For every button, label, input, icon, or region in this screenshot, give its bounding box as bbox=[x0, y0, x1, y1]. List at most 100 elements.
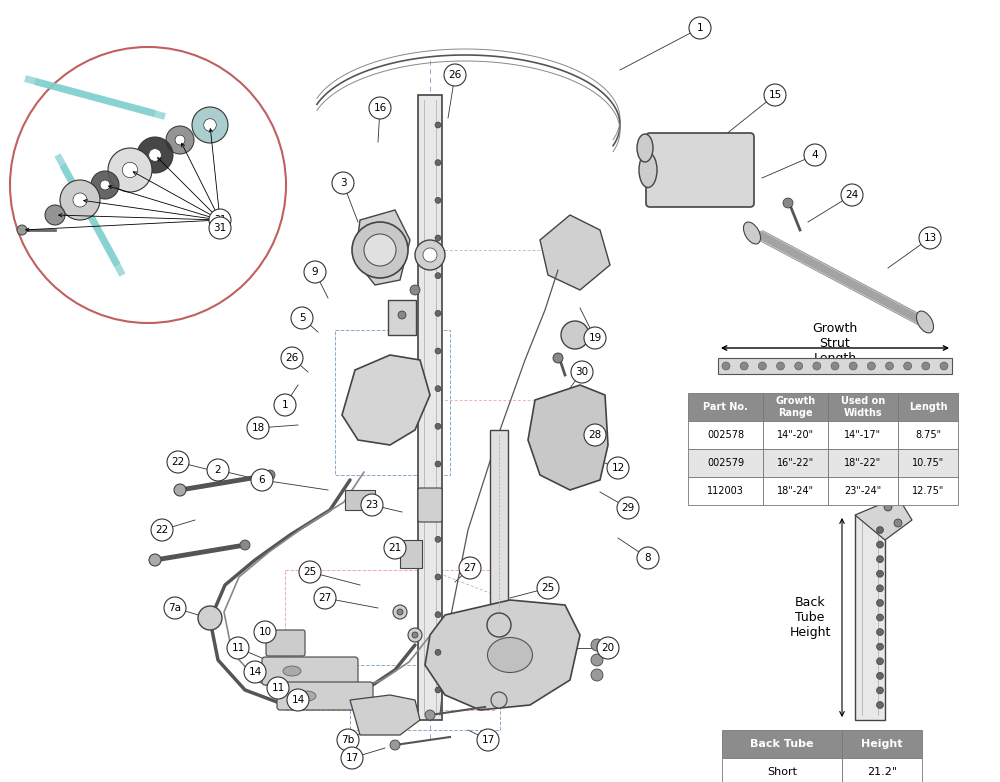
Circle shape bbox=[435, 122, 441, 128]
Ellipse shape bbox=[637, 134, 653, 162]
Circle shape bbox=[876, 629, 884, 636]
Circle shape bbox=[45, 205, 65, 225]
Text: 10.75": 10.75" bbox=[912, 458, 944, 468]
Bar bbox=[898, 449, 958, 477]
Circle shape bbox=[299, 561, 321, 583]
Bar bbox=[828, 421, 898, 449]
Circle shape bbox=[149, 149, 161, 161]
Circle shape bbox=[459, 557, 481, 579]
Circle shape bbox=[435, 536, 441, 543]
Bar bbox=[763, 421, 828, 449]
Circle shape bbox=[597, 637, 619, 659]
FancyBboxPatch shape bbox=[266, 630, 305, 656]
Circle shape bbox=[167, 451, 189, 473]
Bar bbox=[285, 570, 495, 710]
Circle shape bbox=[435, 461, 441, 467]
Circle shape bbox=[435, 197, 441, 203]
Circle shape bbox=[876, 526, 884, 533]
Circle shape bbox=[10, 47, 286, 323]
Text: 25: 25 bbox=[303, 567, 317, 577]
Circle shape bbox=[164, 597, 186, 619]
Circle shape bbox=[352, 222, 408, 278]
Circle shape bbox=[209, 217, 231, 239]
Circle shape bbox=[175, 135, 185, 145]
Circle shape bbox=[174, 484, 186, 496]
Circle shape bbox=[876, 570, 884, 577]
Text: 25: 25 bbox=[541, 583, 555, 593]
Circle shape bbox=[477, 729, 499, 751]
Circle shape bbox=[151, 519, 173, 541]
FancyBboxPatch shape bbox=[646, 133, 754, 207]
Bar bbox=[828, 393, 898, 421]
Circle shape bbox=[637, 547, 659, 569]
Circle shape bbox=[849, 362, 857, 370]
Bar bbox=[688, 421, 763, 449]
Circle shape bbox=[876, 643, 884, 650]
Circle shape bbox=[137, 137, 173, 173]
Circle shape bbox=[198, 606, 222, 630]
Text: 28: 28 bbox=[588, 430, 602, 440]
Circle shape bbox=[341, 747, 363, 769]
Circle shape bbox=[100, 180, 110, 190]
Circle shape bbox=[408, 628, 422, 642]
Text: 8: 8 bbox=[645, 553, 651, 563]
Circle shape bbox=[435, 273, 441, 278]
Text: 112003: 112003 bbox=[707, 486, 744, 496]
Circle shape bbox=[919, 227, 941, 249]
Text: 26: 26 bbox=[448, 70, 462, 80]
Circle shape bbox=[537, 577, 559, 599]
Circle shape bbox=[758, 362, 766, 370]
Text: 19: 19 bbox=[588, 333, 602, 343]
Circle shape bbox=[876, 600, 884, 606]
Polygon shape bbox=[528, 385, 608, 490]
Circle shape bbox=[922, 362, 930, 370]
Circle shape bbox=[876, 701, 884, 708]
Text: 4: 4 bbox=[812, 150, 818, 160]
Polygon shape bbox=[355, 210, 410, 285]
Text: Used on
Widths: Used on Widths bbox=[841, 396, 885, 418]
Circle shape bbox=[314, 587, 336, 609]
Text: 6: 6 bbox=[259, 475, 265, 485]
Circle shape bbox=[332, 172, 354, 194]
Text: 22: 22 bbox=[171, 457, 185, 467]
Polygon shape bbox=[342, 355, 430, 445]
Circle shape bbox=[804, 144, 826, 166]
Circle shape bbox=[207, 459, 229, 481]
Bar bbox=[763, 477, 828, 505]
Text: Short: Short bbox=[767, 767, 797, 777]
Text: 9: 9 bbox=[312, 267, 318, 277]
Circle shape bbox=[876, 556, 884, 563]
Circle shape bbox=[192, 107, 228, 143]
Text: 5: 5 bbox=[299, 313, 305, 323]
Circle shape bbox=[591, 654, 603, 666]
Circle shape bbox=[122, 163, 138, 178]
Circle shape bbox=[267, 677, 289, 699]
Bar bbox=[400, 540, 422, 568]
Circle shape bbox=[795, 362, 803, 370]
Bar bbox=[345, 490, 375, 510]
Text: 15: 15 bbox=[768, 90, 782, 100]
Circle shape bbox=[425, 710, 435, 720]
Circle shape bbox=[561, 321, 589, 349]
Circle shape bbox=[393, 605, 407, 619]
Text: 17: 17 bbox=[481, 735, 495, 745]
Text: Back
Tube
Height: Back Tube Height bbox=[789, 596, 831, 639]
Bar bbox=[722, 730, 842, 758]
Circle shape bbox=[740, 362, 748, 370]
Circle shape bbox=[776, 362, 784, 370]
Ellipse shape bbox=[639, 152, 657, 188]
Text: 12.75": 12.75" bbox=[912, 486, 944, 496]
Text: 10: 10 bbox=[258, 627, 272, 637]
Circle shape bbox=[617, 497, 639, 519]
Bar bbox=[718, 358, 952, 374]
Circle shape bbox=[384, 537, 406, 559]
Text: Growth
Strut
Length: Growth Strut Length bbox=[812, 322, 858, 365]
Bar bbox=[855, 515, 885, 720]
Text: 24: 24 bbox=[845, 190, 859, 200]
Circle shape bbox=[254, 621, 276, 643]
Ellipse shape bbox=[488, 637, 532, 673]
Circle shape bbox=[274, 394, 296, 416]
Circle shape bbox=[435, 348, 441, 354]
Circle shape bbox=[304, 261, 326, 283]
Circle shape bbox=[287, 689, 309, 711]
